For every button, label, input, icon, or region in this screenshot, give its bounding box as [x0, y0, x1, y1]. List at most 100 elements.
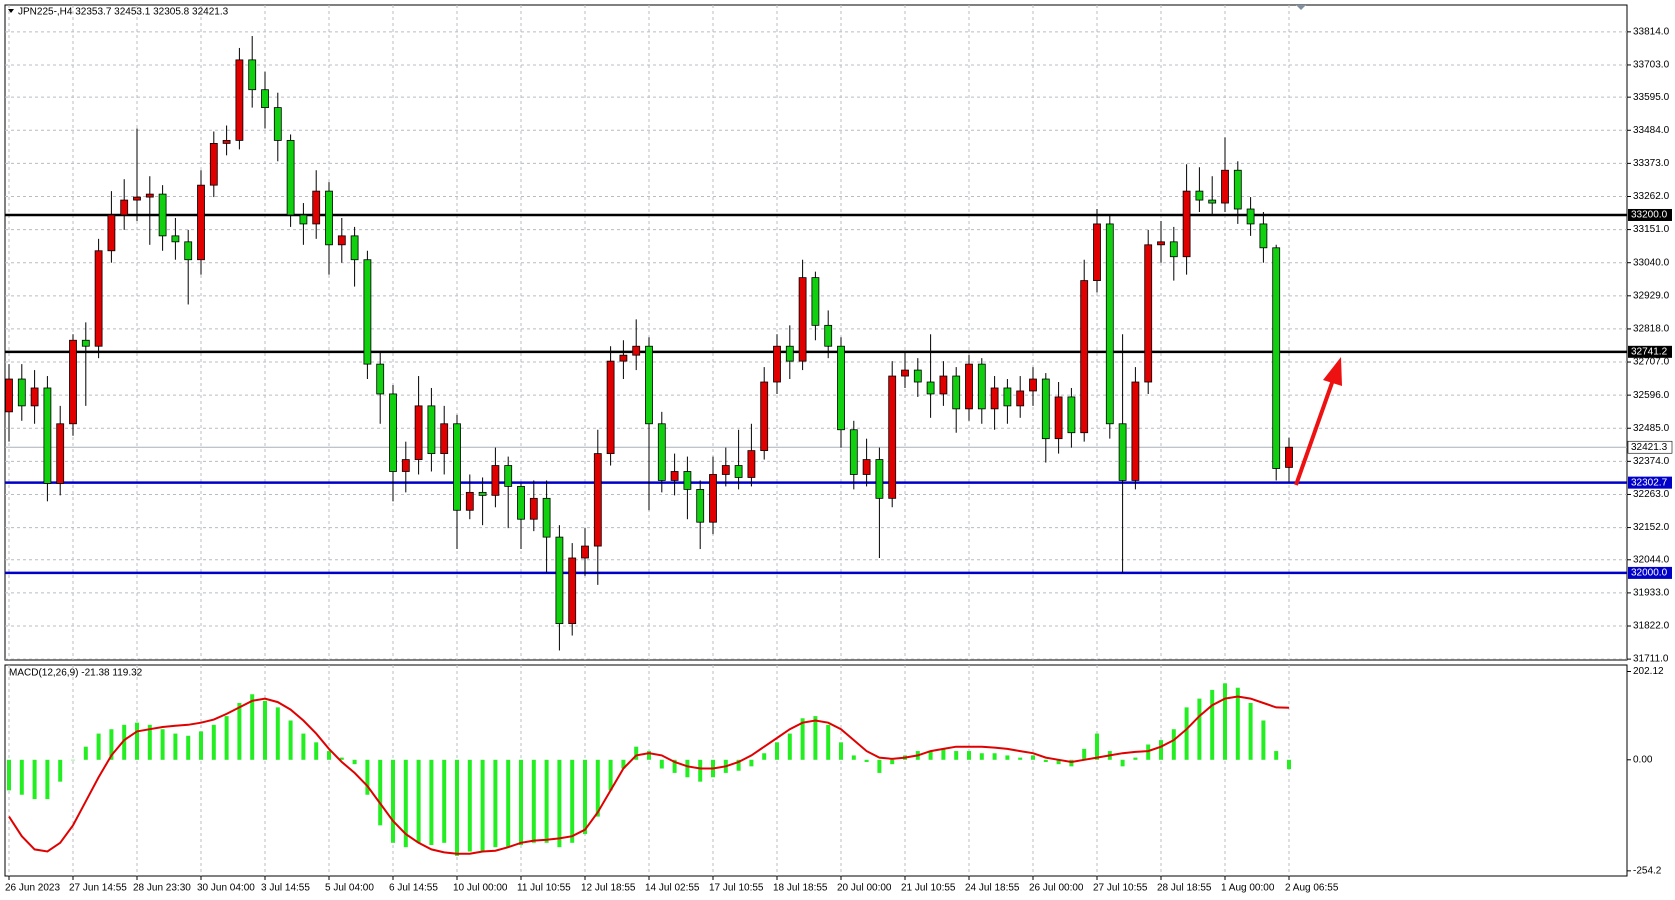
candle-body: [145, 193, 154, 198]
x-tick-label: 14 Jul 02:55: [645, 883, 700, 894]
macd-bar: [1171, 729, 1176, 760]
macd-bar: [352, 759, 357, 765]
macd-bar: [83, 746, 88, 760]
candle-body: [197, 184, 205, 261]
macd-bar: [173, 733, 178, 760]
candle-body: [593, 453, 602, 547]
candle-body: [1144, 244, 1153, 383]
candle-body: [581, 545, 589, 559]
y-tick-label: 33373.0: [1633, 158, 1670, 169]
x-tick-label: 24 Jul 18:55: [965, 883, 1020, 894]
candle-body: [1285, 446, 1293, 468]
candle-body: [158, 193, 167, 237]
candle-body: [1105, 223, 1114, 425]
candle-body: [273, 107, 282, 141]
macd-bar: [583, 759, 587, 835]
macd-bar: [621, 759, 626, 769]
macd-bar: [301, 733, 306, 760]
macd-bar: [442, 759, 447, 843]
menu-triangle[interactable]: [8, 9, 14, 13]
x-tick-label: 26 Jul 00:00: [1029, 883, 1084, 894]
macd-bar: [403, 759, 408, 848]
candle-body: [529, 497, 538, 520]
candle-body: [824, 324, 833, 347]
level-label: 32302.7: [1631, 477, 1668, 488]
macd-bar: [1184, 707, 1189, 760]
candle-body: [619, 354, 628, 362]
candle-body: [30, 387, 39, 407]
candle-body: [120, 199, 129, 216]
candle-body: [171, 235, 180, 243]
x-tick-label: 1 Aug 00:00: [1221, 883, 1275, 894]
macd-bar: [506, 759, 511, 848]
candle-body: [1157, 241, 1165, 246]
macd-bar: [429, 759, 434, 845]
candle-body: [542, 497, 551, 538]
candle-body: [1041, 378, 1050, 440]
candle-body: [17, 378, 26, 407]
macd-bar: [634, 746, 639, 760]
y-tick-label: -254.2: [1633, 865, 1662, 876]
macd-bar: [608, 759, 613, 791]
candle-body: [734, 465, 743, 478]
candle-body: [1259, 223, 1268, 249]
price-panel: [4, 4, 1628, 661]
macd-bar: [455, 759, 459, 856]
candle-body: [401, 459, 410, 472]
candle-body: [453, 423, 461, 511]
candle-body: [1029, 378, 1037, 392]
candle-body: [555, 536, 564, 625]
y-tick-label: 33814.0: [1633, 26, 1670, 37]
candle-body: [209, 142, 218, 186]
candle-body: [1003, 387, 1012, 407]
macd-bar: [570, 759, 575, 843]
level-label-box: [1628, 476, 1672, 489]
annotation-arrow: [1294, 379, 1335, 486]
y-tick-label: 33151.0: [1633, 224, 1670, 235]
candle-body: [632, 345, 641, 356]
candle-body: [235, 59, 244, 141]
macd-bar: [1056, 759, 1061, 765]
candle-body: [56, 423, 65, 484]
macd-bar: [135, 722, 139, 760]
macd-bar: [787, 733, 792, 760]
macd-bar: [672, 759, 677, 773]
shift-marker[interactable]: [1296, 5, 1306, 10]
candle-body: [133, 196, 141, 201]
macd-bar: [659, 759, 664, 769]
candle-body: [773, 345, 781, 383]
y-tick-label: 32818.0: [1633, 324, 1670, 335]
candle-body: [760, 381, 769, 452]
macd-bar: [851, 755, 856, 760]
candle-body: [952, 375, 961, 410]
macd-bar: [96, 733, 101, 760]
macd-bar: [32, 759, 37, 800]
macd-bar: [147, 724, 152, 760]
macd-bar: [314, 742, 319, 760]
macd-bar: [45, 759, 50, 800]
candle-body: [1067, 396, 1076, 434]
candle-body: [504, 465, 513, 487]
candle-body: [440, 423, 449, 454]
candle-body: [1080, 280, 1089, 434]
macd-bar: [493, 759, 498, 848]
macd-bar: [813, 716, 818, 760]
last-price-box: [1627, 440, 1673, 454]
macd-title: MACD(12,26,9) -21.38 119.32: [9, 668, 143, 679]
y-tick-label: 31711.0: [1633, 654, 1669, 665]
y-tick-label: 33484.0: [1633, 125, 1670, 136]
y-tick-label: 33040.0: [1633, 257, 1670, 268]
candle-body: [312, 190, 321, 225]
candle-body: [875, 459, 884, 499]
candle-body: [465, 491, 474, 511]
candle-body: [350, 235, 359, 261]
macd-bar: [327, 751, 331, 760]
candle-body: [248, 59, 257, 91]
y-tick-label: 33595.0: [1633, 92, 1670, 103]
macd-bar: [186, 735, 191, 760]
macd-bar: [1018, 757, 1023, 760]
macd-bar: [467, 759, 472, 852]
candle-body: [670, 471, 679, 481]
